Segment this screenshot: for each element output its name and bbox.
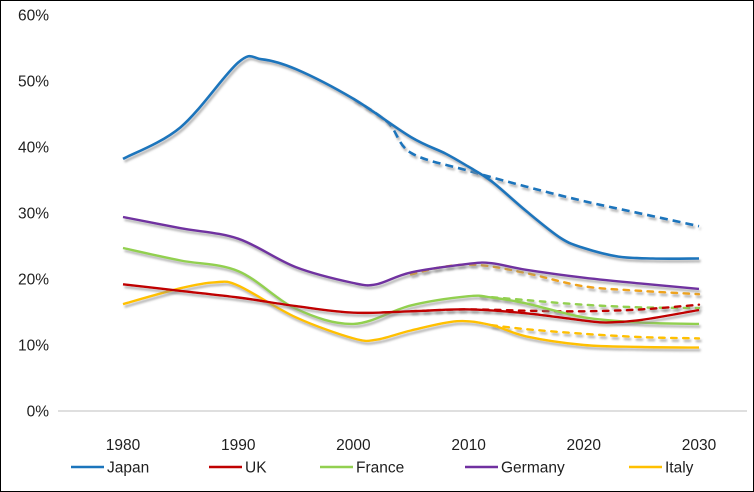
series-france-solid: [122, 246, 700, 326]
legend-label: Japan: [107, 460, 149, 477]
x-tick-label: 2000: [336, 437, 371, 454]
y-tick-label: 20%: [18, 272, 49, 289]
legend-item-germany: Germany: [465, 460, 565, 477]
legend-item-italy: Italy: [629, 460, 694, 477]
x-tick-label: 1980: [106, 437, 141, 454]
series-italy-solid: [122, 280, 700, 349]
series-germany-solid: [122, 215, 700, 291]
series-italy-dashed-upper: [409, 263, 701, 296]
y-tick-label: 50%: [18, 74, 49, 91]
legend-item-france: France: [320, 460, 404, 477]
y-tick-label: 40%: [18, 140, 49, 157]
series-italy-dashed: [490, 324, 701, 340]
legend-item-uk: UK: [209, 460, 267, 477]
x-tick-label: 2010: [451, 437, 486, 454]
x-tick-label: 2020: [567, 437, 602, 454]
legend-label: UK: [245, 460, 267, 477]
x-tick-label: 1990: [221, 437, 256, 454]
y-tick-label: 0%: [27, 404, 50, 421]
legend-item-japan: Japan: [71, 460, 149, 477]
y-tick-label: 10%: [18, 338, 49, 355]
legend-label: Italy: [665, 460, 694, 477]
y-tick-label: 30%: [18, 206, 49, 223]
series-japan-dashed: [352, 97, 700, 228]
series-france-dashed: [478, 295, 701, 310]
series-japan-solid: [122, 54, 700, 260]
legend-label: Germany: [501, 460, 565, 477]
series-uk-solid: [122, 283, 700, 324]
legend-label: France: [356, 460, 404, 477]
y-tick-label: 60%: [18, 8, 49, 25]
x-tick-label: 2030: [682, 437, 717, 454]
